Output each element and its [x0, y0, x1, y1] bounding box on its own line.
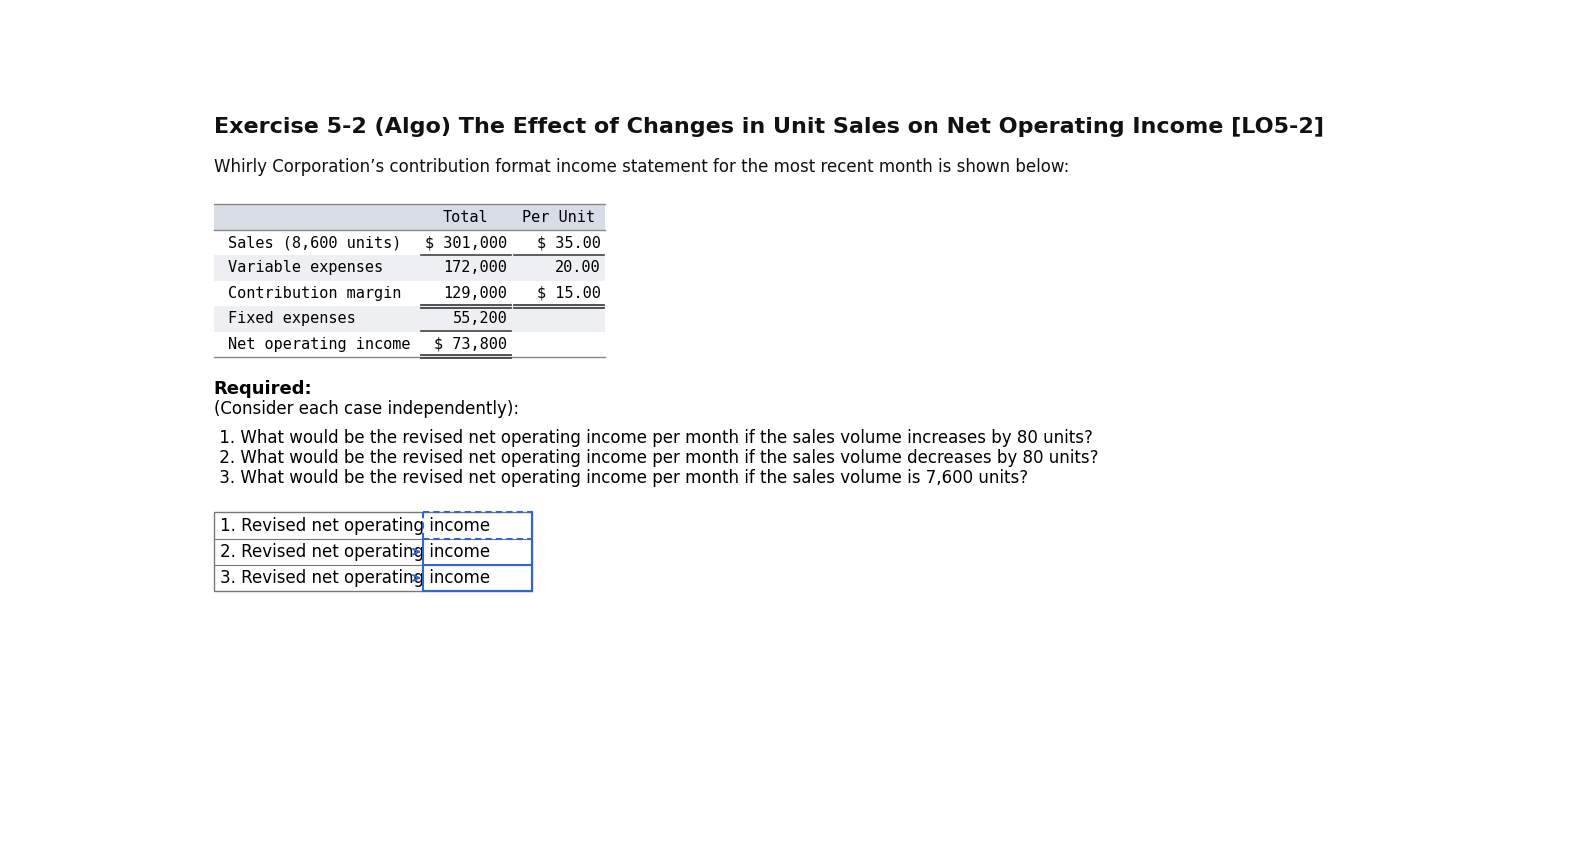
- Text: 129,000: 129,000: [444, 286, 508, 301]
- Bar: [214, 512, 531, 591]
- Text: Sales (8,600 units): Sales (8,600 units): [228, 235, 401, 250]
- Bar: [214, 332, 606, 357]
- Text: Total: Total: [442, 209, 488, 225]
- Text: $ 15.00: $ 15.00: [536, 286, 601, 301]
- Bar: [214, 204, 606, 230]
- Text: Per Unit: Per Unit: [522, 209, 595, 225]
- Text: 1. What would be the revised net operating income per month if the sales volume : 1. What would be the revised net operati…: [214, 430, 1093, 447]
- Text: 1. Revised net operating income: 1. Revised net operating income: [220, 517, 490, 534]
- Bar: [214, 230, 606, 255]
- Text: Variable expenses: Variable expenses: [228, 261, 382, 275]
- Text: 172,000: 172,000: [444, 261, 508, 275]
- Text: Net operating income: Net operating income: [228, 337, 411, 352]
- Bar: [214, 281, 606, 306]
- Text: $ 35.00: $ 35.00: [536, 235, 601, 250]
- Text: 2. Revised net operating income: 2. Revised net operating income: [220, 543, 490, 560]
- Text: $ 301,000: $ 301,000: [425, 235, 508, 250]
- Text: Fixed expenses: Fixed expenses: [228, 311, 355, 327]
- Text: 3. Revised net operating income: 3. Revised net operating income: [220, 569, 490, 587]
- Text: Whirly Corporation’s contribution format income statement for the most recent mo: Whirly Corporation’s contribution format…: [214, 159, 1069, 176]
- Text: 55,200: 55,200: [452, 311, 508, 327]
- Text: 2. What would be the revised net operating income per month if the sales volume : 2. What would be the revised net operati…: [214, 449, 1098, 468]
- Bar: [214, 255, 606, 281]
- Text: $ 73,800: $ 73,800: [435, 337, 508, 352]
- Text: 3. What would be the revised net operating income per month if the sales volume : 3. What would be the revised net operati…: [214, 469, 1028, 487]
- Text: Exercise 5-2 (Algo) The Effect of Changes in Unit Sales on Net Operating Income : Exercise 5-2 (Algo) The Effect of Change…: [214, 116, 1324, 137]
- Text: 20.00: 20.00: [555, 261, 601, 275]
- Text: Required:: Required:: [214, 380, 312, 398]
- Text: (Consider each case independently):: (Consider each case independently):: [214, 400, 519, 418]
- Bar: [214, 306, 606, 332]
- Text: Contribution margin: Contribution margin: [228, 286, 401, 301]
